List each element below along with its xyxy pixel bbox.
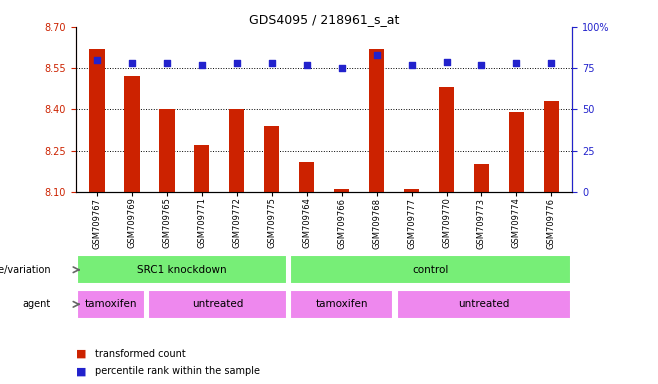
Text: untreated: untreated (458, 299, 509, 310)
Text: tamoxifen: tamoxifen (316, 299, 368, 310)
Bar (290, 290, 393, 319)
Bar (290, 255, 570, 285)
Bar (509, 112, 524, 192)
Title: GDS4095 / 218961_s_at: GDS4095 / 218961_s_at (249, 13, 399, 26)
Point (196, 62, 207, 68)
Bar (397, 290, 570, 319)
Bar (78, 255, 287, 285)
Point (266, 60, 277, 66)
Bar (78, 290, 145, 319)
Bar (193, 145, 209, 192)
Text: tamoxifen: tamoxifen (85, 299, 138, 310)
Point (126, 60, 137, 66)
Text: ■: ■ (76, 366, 86, 376)
Point (371, 52, 382, 58)
Point (232, 60, 242, 66)
Bar (474, 164, 490, 192)
Bar (159, 109, 174, 192)
Text: SRC1 knockdown: SRC1 knockdown (138, 265, 227, 275)
Point (442, 58, 452, 65)
Point (511, 60, 522, 66)
Text: ■: ■ (76, 349, 86, 359)
Bar (439, 88, 455, 192)
Bar (299, 162, 315, 192)
Text: untreated: untreated (192, 299, 243, 310)
Point (336, 65, 347, 71)
Text: genotype/variation: genotype/variation (0, 265, 51, 275)
Bar (368, 49, 384, 192)
Text: control: control (413, 265, 449, 275)
Bar (229, 109, 245, 192)
Bar (403, 189, 419, 192)
Text: transformed count: transformed count (95, 349, 186, 359)
Bar (89, 49, 105, 192)
Bar (124, 76, 139, 192)
Point (406, 62, 417, 68)
Point (546, 60, 557, 66)
Point (301, 62, 312, 68)
Bar (334, 189, 349, 192)
Text: percentile rank within the sample: percentile rank within the sample (95, 366, 261, 376)
Bar (264, 126, 280, 192)
Bar (544, 101, 559, 192)
Text: agent: agent (22, 299, 51, 310)
Bar (149, 290, 287, 319)
Point (476, 62, 487, 68)
Point (91, 57, 102, 63)
Point (161, 60, 172, 66)
